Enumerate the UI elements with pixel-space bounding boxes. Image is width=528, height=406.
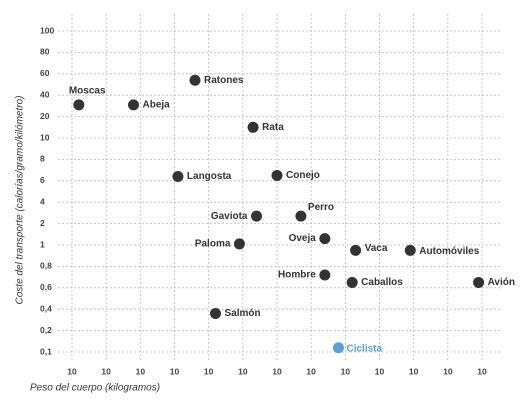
- data-point: [251, 210, 262, 222]
- data-point: [319, 269, 331, 281]
- y-tick-label: 0,4: [40, 303, 52, 313]
- point-label: Salmón: [225, 308, 261, 319]
- point-label: Vaca: [365, 243, 388, 254]
- y-tick-label: 4: [40, 196, 45, 206]
- data-point: [350, 244, 362, 256]
- data-point: [128, 99, 139, 111]
- point-label: Ratones: [204, 75, 244, 86]
- data-point: [233, 238, 245, 250]
- y-tick-label: 100: [40, 25, 54, 35]
- data-point: [333, 342, 344, 354]
- x-tick-label: 10: [101, 366, 111, 376]
- x-tick-label: 10: [443, 366, 453, 376]
- data-point: [73, 99, 85, 111]
- y-tick-label: 0,2: [40, 325, 52, 335]
- data-point: [295, 210, 307, 222]
- y-tick-label: 6: [40, 175, 45, 185]
- point-label: Conejo: [286, 170, 320, 181]
- data-point: [172, 171, 184, 183]
- y-tick-label: 80: [40, 47, 50, 57]
- x-tick-label: 10: [409, 366, 419, 376]
- y-tick-label: 8: [40, 154, 45, 164]
- data-point: [473, 276, 485, 288]
- data-point: [346, 276, 358, 288]
- x-tick-label: 10: [272, 366, 282, 376]
- y-tick-label: 60: [40, 68, 50, 78]
- point-label: Perro: [308, 202, 334, 213]
- point-label: Rata: [262, 122, 284, 133]
- x-tick-label: 10: [67, 366, 77, 376]
- point-label: Automóviles: [419, 246, 479, 257]
- data-point: [247, 121, 259, 133]
- x-tick-label: 10: [136, 366, 146, 376]
- x-tick-label: 10: [375, 366, 385, 376]
- y-axis-title: Coste del transporte (calorías/gramo/kil…: [15, 96, 26, 305]
- data-point: [271, 169, 283, 181]
- y-tick-label: 1: [40, 239, 45, 249]
- y-tick-label: 0,1: [40, 346, 52, 356]
- point-label: Moscas: [69, 85, 106, 96]
- y-tick-label: 0,8: [40, 261, 52, 271]
- data-point: [404, 244, 416, 256]
- y-tick-label: 10: [40, 132, 50, 142]
- y-tick-label: 2: [40, 218, 45, 228]
- point-label: Ciclista: [347, 343, 383, 354]
- y-tick-label: 0,6: [40, 282, 52, 292]
- x-tick-label: 10: [477, 366, 487, 376]
- data-point: [189, 74, 201, 86]
- point-label: Gaviota: [211, 211, 248, 222]
- point-label: Abeja: [143, 99, 171, 110]
- x-tick-label: 10: [238, 366, 248, 376]
- point-label: Paloma: [195, 239, 231, 250]
- point-label: Oveja: [289, 233, 317, 244]
- data-point: [210, 307, 221, 319]
- x-tick-label: 10: [204, 366, 214, 376]
- x-tick-label: 10: [341, 366, 351, 376]
- x-tick-label: 10: [306, 366, 316, 376]
- point-label: Hombre: [278, 270, 316, 281]
- x-axis-title: Peso del cuerpo (kilogramos): [30, 383, 160, 394]
- point-label: Avión: [488, 277, 515, 288]
- y-tick-label: 20: [40, 111, 50, 121]
- y-tick-label: 40: [40, 89, 50, 99]
- data-point: [319, 233, 331, 245]
- x-tick-label: 10: [170, 366, 180, 376]
- point-label: Caballos: [361, 277, 403, 288]
- point-label: Langosta: [187, 171, 232, 182]
